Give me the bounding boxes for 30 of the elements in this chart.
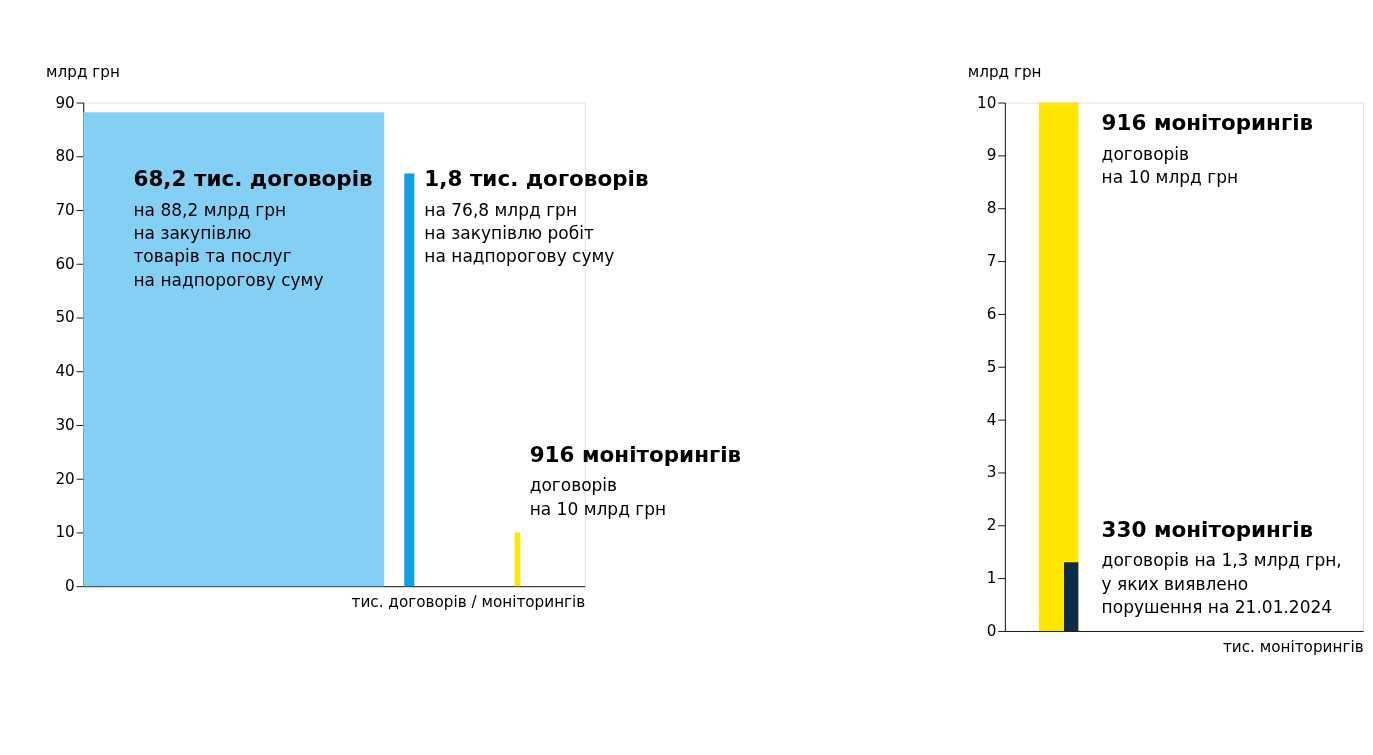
y-tick-label: 3 bbox=[986, 463, 997, 482]
y-tick-label: 60 bbox=[55, 254, 75, 273]
x-axis-title: тис. договорів / моніторингів bbox=[351, 593, 586, 612]
y-tick-label: 10 bbox=[977, 93, 997, 112]
y-tick-label: 9 bbox=[986, 146, 997, 165]
y-axis-title: млрд грн bbox=[967, 63, 1042, 82]
y-tick-label: 10 bbox=[55, 523, 75, 542]
y-tick-label: 0 bbox=[65, 577, 75, 596]
text: 916 моніторингів договорів на 10 млрд грн bbox=[529, 441, 742, 519]
y-tick-label: 8 bbox=[986, 199, 997, 218]
y-tick-label: 4 bbox=[986, 410, 997, 429]
y-axis-title: млрд грн bbox=[46, 63, 120, 82]
text: 1,8 тис. договорів на 76,8 млрд грн на закупівлю робіт на надпорогову суму bbox=[424, 166, 649, 267]
text: 68,2 тис. договорів на 88,2 млрд грн на закупівлю товарів та послуг на надпорогову суму bbox=[133, 166, 373, 290]
y-tick-label: 7 bbox=[986, 252, 997, 271]
text: 916 моніторингів договорів на 10 млрд грн bbox=[1101, 110, 1314, 187]
y-tick-label: 80 bbox=[55, 147, 75, 166]
y-tick-label: 30 bbox=[55, 415, 75, 434]
y-tick-label: 50 bbox=[55, 308, 75, 327]
y-tick-label: 0 bbox=[986, 621, 997, 640]
text: 330 моніторингів договорів на 1,3 млрд грн, у яких виявлено порушення на 21.01.2024 bbox=[1101, 516, 1342, 618]
y-tick-label: 70 bbox=[55, 201, 75, 219]
y-tick-label: 2 bbox=[986, 516, 997, 535]
x-axis-title: тис. моніторингів bbox=[1222, 638, 1364, 657]
y-tick-label: 90 bbox=[55, 93, 75, 112]
y-tick-label: 6 bbox=[986, 304, 997, 323]
y-tick-label: 40 bbox=[55, 362, 75, 381]
y-tick-label: 20 bbox=[55, 469, 75, 488]
y-tick-label: 5 bbox=[986, 357, 997, 376]
y-tick-label: 1 bbox=[986, 569, 997, 588]
